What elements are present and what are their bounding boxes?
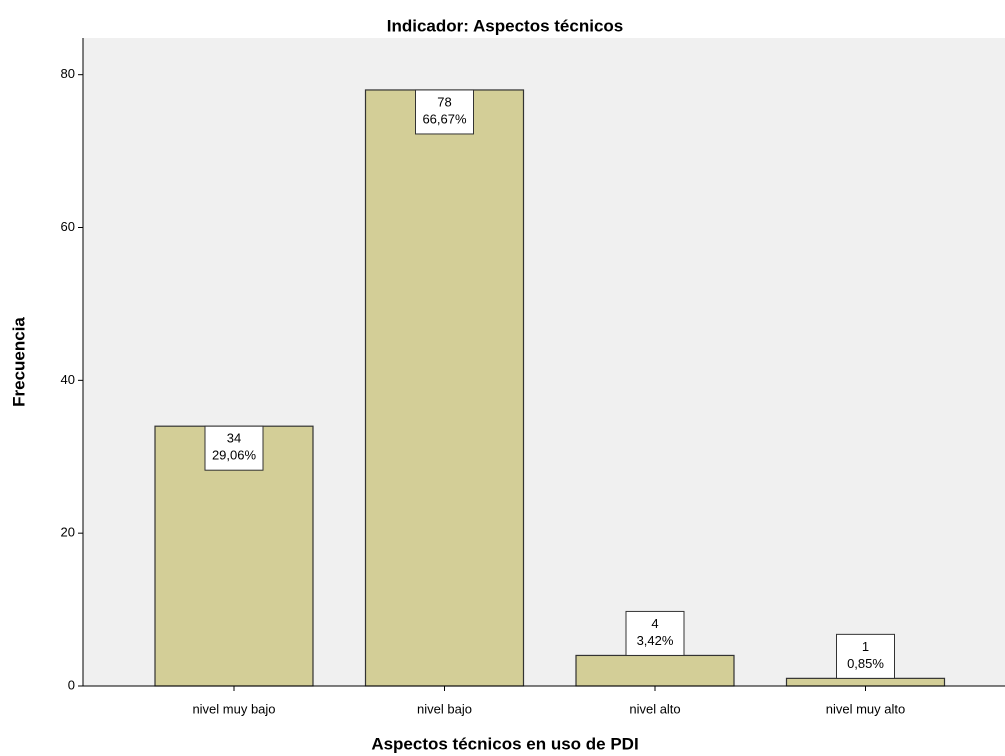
value-label-box	[204, 425, 264, 471]
x-axis-label: Aspectos técnicos en uso de PDI	[371, 734, 638, 753]
value-label-box	[625, 610, 685, 656]
percent-label: 0,85%	[847, 656, 884, 671]
percent-label: 29,06%	[212, 448, 257, 463]
value-label-box	[415, 89, 474, 135]
x-tick-label: nivel bajo	[417, 701, 472, 716]
x-tick-label: nivel alto	[629, 701, 680, 716]
x-tick-label: nivel muy bajo	[192, 701, 275, 716]
value-label: 78	[437, 94, 451, 109]
value-label: 4	[651, 616, 658, 631]
value-label-box	[836, 633, 895, 679]
value-label: 1	[862, 639, 869, 654]
value-label: 34	[227, 431, 241, 446]
y-axis-label: Frecuencia	[9, 317, 28, 407]
chart-title: Indicador: Aspectos técnicos	[387, 16, 623, 35]
y-tick-label: 20	[61, 525, 75, 540]
bar	[364, 89, 525, 687]
x-tick-label: nivel muy alto	[826, 701, 905, 716]
y-tick-label: 60	[61, 219, 75, 234]
y-tick-label: 80	[61, 66, 75, 81]
bar	[575, 654, 735, 687]
percent-label: 66,67%	[422, 111, 467, 126]
y-tick-label: 0	[68, 677, 75, 692]
y-tick-label: 40	[61, 372, 75, 387]
bar	[785, 677, 946, 687]
percent-label: 3,42%	[637, 633, 674, 648]
